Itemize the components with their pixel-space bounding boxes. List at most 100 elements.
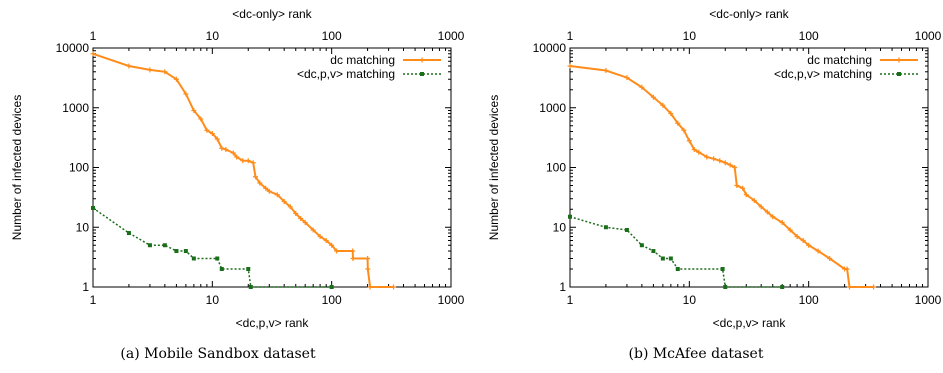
- data-point: [287, 204, 293, 210]
- data-point: [230, 150, 236, 156]
- data-point: [711, 156, 717, 162]
- x-tick-label: 1: [567, 293, 574, 307]
- x-tick-label: 1000: [915, 293, 942, 307]
- data-point: [603, 68, 609, 74]
- series-line-1: [569, 65, 874, 288]
- legend-label: dc matching: [330, 53, 395, 67]
- data-point: [240, 158, 246, 164]
- data-point: [770, 214, 776, 220]
- data-point: [209, 131, 215, 137]
- data-point: [126, 231, 131, 236]
- data-point: [815, 248, 821, 254]
- data-point: [668, 111, 674, 117]
- data-point: [126, 63, 132, 69]
- data-point: [183, 91, 189, 97]
- x2-tick-label: 1: [567, 29, 574, 43]
- x-axis-label: <dc,p,v> rank: [713, 316, 787, 330]
- data-point: [758, 204, 764, 210]
- data-point: [281, 198, 287, 204]
- data-point: [317, 234, 323, 240]
- data-point: [764, 209, 770, 215]
- data-point: [147, 243, 152, 248]
- data-point: [660, 102, 666, 108]
- data-point: [204, 127, 210, 133]
- x2-tick-label: 1000: [438, 29, 465, 43]
- data-point: [727, 162, 733, 168]
- legend-marker: [896, 57, 902, 63]
- data-point: [365, 255, 371, 261]
- data-point: [740, 185, 746, 191]
- x2-tick-label: 100: [799, 29, 819, 43]
- data-point: [624, 75, 630, 81]
- data-point: [668, 256, 673, 261]
- data-point: [198, 116, 204, 122]
- data-point: [245, 158, 251, 164]
- data-point: [800, 238, 806, 244]
- series-line-2: [92, 207, 332, 288]
- legend-label: <dc,p,v> matching: [297, 67, 395, 81]
- x2-tick-label: 1000: [915, 29, 942, 43]
- y-tick-label: 1000: [539, 101, 566, 115]
- data-point: [215, 256, 220, 261]
- chart-panel-1: 11101010010010001000110100100010000<dc,p…: [10, 7, 465, 362]
- data-point: [844, 266, 850, 272]
- y-axis-label: Number of infected devices: [10, 95, 24, 240]
- data-point: [675, 267, 680, 272]
- data-point: [696, 149, 702, 155]
- data-point: [162, 243, 167, 248]
- data-point: [298, 216, 304, 222]
- data-point: [323, 238, 329, 244]
- data-point: [257, 180, 263, 186]
- data-point: [263, 185, 269, 191]
- data-point: [704, 154, 710, 160]
- x-axis-label: <dc,p,v> rank: [236, 316, 310, 330]
- data-point: [734, 182, 740, 188]
- data-point: [274, 192, 280, 198]
- data-point: [723, 285, 728, 289]
- data-point: [675, 120, 681, 126]
- x2-tick-label: 1: [90, 29, 97, 43]
- data-point: [686, 138, 692, 144]
- data-point: [174, 249, 179, 254]
- y-tick-label: 1000: [62, 101, 89, 115]
- data-point: [639, 243, 644, 248]
- data-point: [717, 158, 723, 164]
- legend-marker: [420, 72, 424, 76]
- data-point: [90, 51, 96, 57]
- x-tick-label: 1000: [438, 293, 465, 307]
- data-point: [310, 227, 316, 233]
- data-point: [722, 160, 728, 166]
- data-point: [350, 255, 356, 261]
- data-point: [720, 267, 725, 272]
- data-point: [365, 266, 371, 272]
- x-tick-label: 1: [90, 293, 97, 307]
- y-tick-label: 1: [559, 280, 566, 294]
- data-point: [248, 285, 253, 289]
- x2-tick-label: 10: [206, 29, 220, 43]
- data-point: [253, 174, 258, 180]
- data-point: [219, 267, 224, 272]
- y-tick-label: 1: [82, 280, 89, 294]
- x2-axis-label: <dc-only> rank: [232, 7, 312, 21]
- data-point: [651, 249, 656, 254]
- data-point: [787, 227, 793, 233]
- data-point: [191, 256, 196, 261]
- x2-tick-label: 10: [683, 29, 697, 43]
- y-tick-label: 10: [553, 220, 567, 234]
- data-point: [266, 188, 272, 194]
- data-point: [624, 227, 629, 232]
- data-point: [794, 234, 800, 240]
- data-point: [183, 249, 188, 254]
- data-point: [214, 136, 220, 142]
- figure-caption: (b) McAfee dataset: [629, 346, 764, 362]
- y-tick-label: 100: [69, 161, 89, 175]
- data-point: [191, 107, 197, 113]
- data-point: [779, 220, 785, 226]
- data-point: [302, 220, 308, 226]
- x-tick-label: 10: [206, 293, 220, 307]
- x2-axis-label: <dc-only> rank: [709, 7, 789, 21]
- series-line-1: [92, 52, 394, 288]
- series-line-2: [569, 215, 783, 288]
- data-point: [639, 84, 645, 90]
